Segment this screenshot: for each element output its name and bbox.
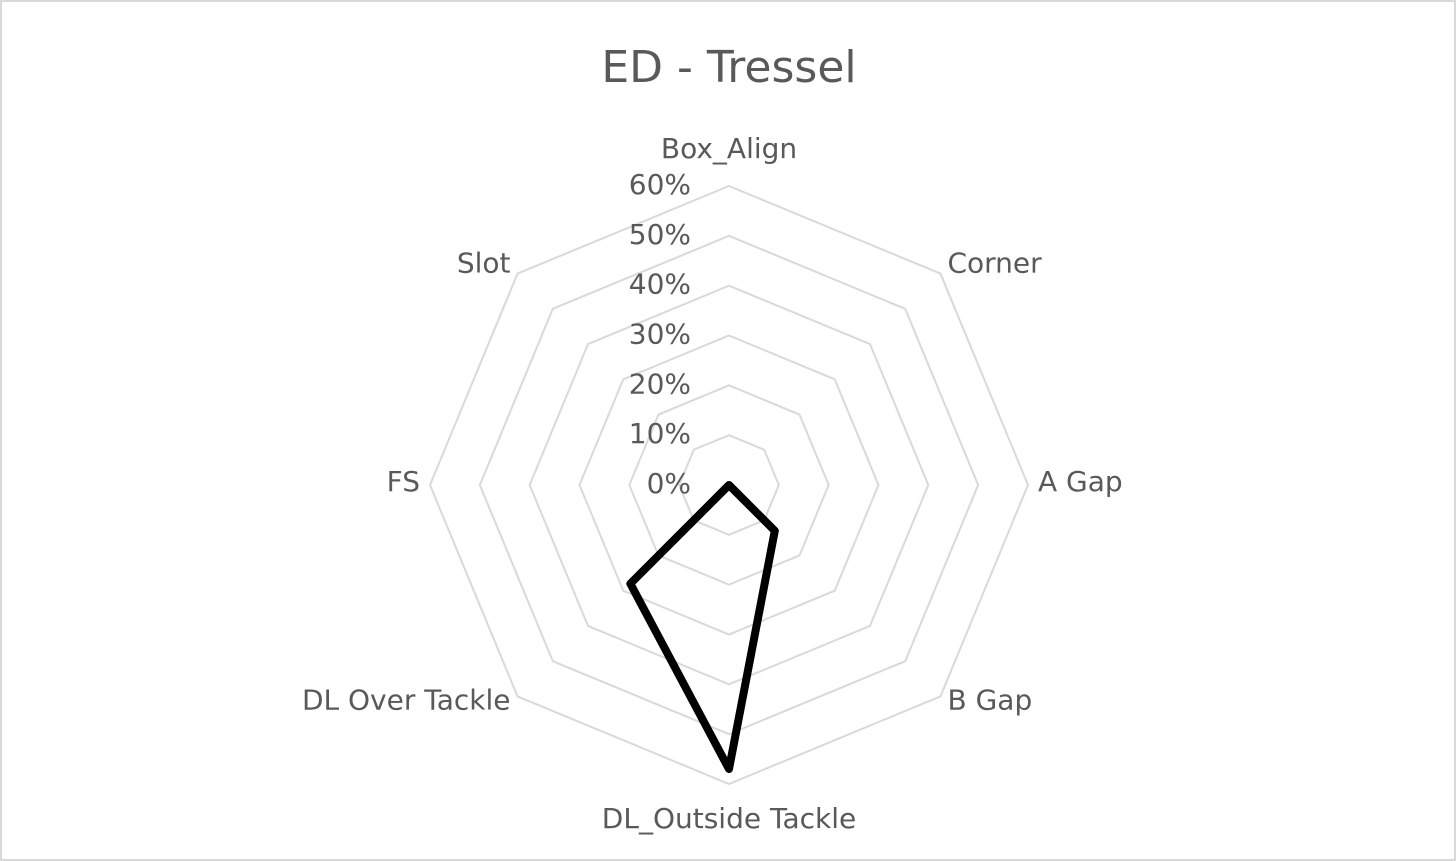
category-label: B Gap (947, 683, 1032, 716)
chart-title: ED - Tressel (601, 42, 856, 93)
r-tick-label: 30% (629, 318, 691, 351)
series-line (626, 481, 779, 774)
grid-ring (478, 234, 980, 736)
grid-ring (428, 184, 1030, 786)
category-label: FS (387, 465, 420, 498)
r-tick-label: 60% (629, 168, 691, 201)
category-label: Slot (457, 247, 511, 280)
category-label: A Gap (1038, 465, 1123, 498)
category-label: DL Over Tackle (302, 683, 511, 716)
r-tick-label: 20% (629, 367, 691, 400)
r-tick-label: 40% (629, 268, 691, 301)
grid-ring (528, 284, 930, 686)
grid-ring (628, 384, 830, 586)
category-label: Box_Align (661, 132, 797, 165)
grid-ring (578, 334, 880, 636)
grid-ring (678, 434, 780, 536)
r-tick-label: 0% (647, 467, 691, 500)
category-label: Corner (947, 247, 1042, 280)
r-tick-label: 50% (629, 218, 691, 251)
r-tick-label: 10% (629, 417, 691, 450)
category-label: DL_Outside Tackle (602, 802, 856, 835)
